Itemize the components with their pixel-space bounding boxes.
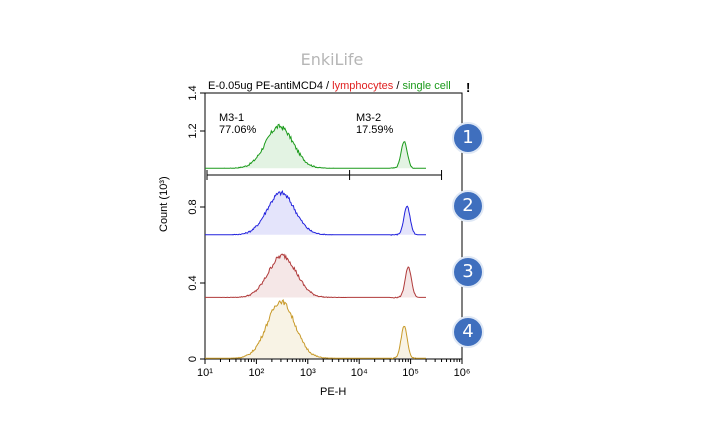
sample-badge-3: 3: [452, 256, 484, 288]
series-3-fill: [205, 254, 426, 298]
series-layer: [205, 123, 426, 360]
gate-markers: [206, 170, 443, 180]
sample-badge-2: 2: [452, 190, 484, 222]
sample-header: E-0.05ug PE-antiMCD4 / lymphocytes / sin…: [208, 80, 451, 92]
header-separator: /: [326, 80, 333, 92]
series-1-fill: [205, 124, 426, 169]
gate-label-m3-1: M3-1 77.06%: [219, 112, 256, 136]
series-2-fill: [205, 191, 426, 236]
header-gate-lymphocytes: lymphocytes: [332, 80, 394, 92]
x-tick-label: 10²: [248, 367, 264, 379]
header-sample-name: E-0.05ug PE-antiMCD4: [208, 80, 326, 92]
y-tick-label: 0.4: [187, 275, 199, 290]
watermark-text: EnkiLife: [300, 50, 364, 69]
sample-badge-1: 1: [452, 122, 484, 154]
x-axis-label: PE-H: [320, 386, 347, 398]
x-tick-label: 10³: [300, 367, 316, 379]
x-tick-label: 10⁶: [454, 367, 471, 379]
gate-label-m3-2: M3-2 17.59%: [356, 112, 393, 136]
y-tick-label: 1.4: [187, 85, 199, 100]
gate-name: M3-2: [356, 112, 382, 124]
y-axis-label-text: Count (10³): [158, 176, 170, 232]
exclamation-mark: !: [466, 80, 471, 95]
gate-percent: 77.06%: [219, 124, 257, 136]
x-tick-label: 10⁵: [402, 367, 419, 379]
series-4-fill: [205, 299, 426, 359]
header-gate-single-cell: single cell: [402, 80, 451, 92]
y-tick-label: 0.8: [187, 199, 199, 214]
y-axis-label: Count (10³): [158, 176, 170, 232]
series-2-line: [205, 189, 426, 236]
series-4-line: [205, 298, 426, 360]
y-tick-label: 1.2: [187, 123, 199, 138]
series-3-line: [205, 253, 426, 299]
header-separator: /: [393, 80, 403, 92]
gate-name: M3-1: [219, 112, 245, 124]
axis-ticks: 10¹ 10² 10³ 10⁴ 10⁵ 10⁶ 0 0.4 0.8 1.2 1.4: [187, 85, 470, 379]
sample-badge-4: 4: [452, 316, 484, 348]
y-tick-label: 0: [187, 356, 199, 362]
gate-percent: 17.59%: [356, 124, 394, 136]
series-1-line: [205, 123, 426, 169]
x-tick-label: 10⁴: [351, 367, 368, 379]
plot-frame: [204, 92, 463, 360]
x-tick-label: 10¹: [197, 367, 213, 379]
